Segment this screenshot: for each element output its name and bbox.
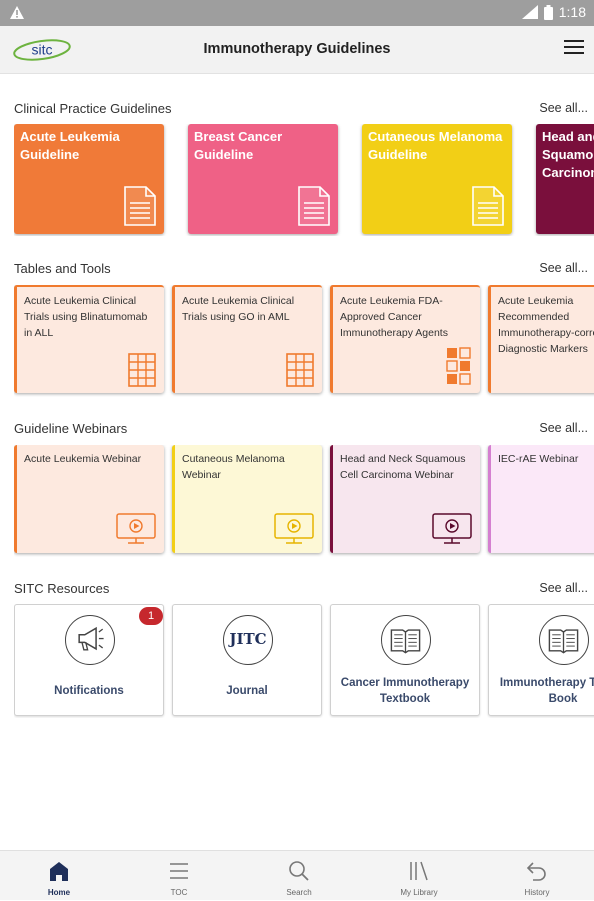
toolkit-book-card[interactable]: Immunotherapy Toolkit Book xyxy=(488,604,594,716)
nav-search[interactable]: Search xyxy=(240,851,358,901)
guideline-card-title: Head and Neck Squamous Cell Carcinoma xyxy=(542,129,594,180)
megaphone-icon xyxy=(65,615,115,665)
see-all-resources-link[interactable]: See all... xyxy=(539,581,588,595)
checklist-icon xyxy=(446,347,471,385)
page-title: Immunotherapy Guidelines xyxy=(203,41,391,57)
webinar-card[interactable]: Head and Neck Squamous Cell Carcinoma We… xyxy=(330,445,480,553)
tool-card[interactable]: Acute Leukemia Recommended Immunotherapy… xyxy=(488,285,594,393)
menu-icon[interactable] xyxy=(564,40,584,58)
tool-card-title: Acute Leukemia Recommended Immunotherapy… xyxy=(498,295,594,355)
textbook-card[interactable]: Cancer Immunotherapy Textbook xyxy=(330,604,480,716)
guideline-card-title: Breast Cancer Guideline xyxy=(194,129,283,162)
document-icon xyxy=(124,186,156,226)
guideline-card[interactable]: Breast Cancer Guideline xyxy=(188,124,338,234)
status-time: 1:18 xyxy=(558,4,586,20)
library-icon xyxy=(410,861,428,881)
video-monitor-icon xyxy=(116,513,156,544)
notification-badge: 1 xyxy=(139,607,163,625)
document-icon xyxy=(298,186,330,226)
tables-tools-row: Acute Leukemia Clinical Trials using Bli… xyxy=(14,285,594,397)
book-icon xyxy=(539,615,589,665)
see-all-tools-link[interactable]: See all... xyxy=(539,261,588,275)
video-monitor-icon xyxy=(274,513,314,544)
see-all-clinical-link[interactable]: See all... xyxy=(539,101,588,115)
signal-icon xyxy=(521,5,538,19)
tool-card[interactable]: Acute Leukemia Clinical Trials using GO … xyxy=(172,285,322,393)
document-icon xyxy=(472,186,504,226)
logo-text: sitc xyxy=(32,42,53,58)
nav-label: Home xyxy=(47,888,71,897)
table-icon xyxy=(286,353,314,387)
book-icon xyxy=(381,615,431,665)
nav-home[interactable]: Home xyxy=(0,851,118,901)
nav-my-library[interactable]: My Library xyxy=(360,851,478,901)
tool-card-title: Acute Leukemia FDA-Approved Cancer Immun… xyxy=(340,295,448,339)
nav-label: My Library xyxy=(400,888,438,897)
tool-card-title: Acute Leukemia Clinical Trials using GO … xyxy=(182,295,295,323)
guideline-card[interactable]: Cutaneous Melanoma Guideline xyxy=(362,124,512,234)
resource-card-label: Immunotherapy Toolkit Book xyxy=(499,677,594,705)
nav-label: History xyxy=(524,888,550,897)
clinical-guidelines-row: Acute Leukemia Guideline Breast Cancer G… xyxy=(14,124,594,236)
toc-icon xyxy=(170,863,188,879)
journal-card[interactable]: JITC Journal xyxy=(172,604,322,716)
nav-label: Search xyxy=(286,888,312,897)
section-title-resources: SITC Resources xyxy=(14,581,110,596)
tool-card[interactable]: Acute Leukemia FDA-Approved Cancer Immun… xyxy=(330,285,480,393)
warning-icon xyxy=(10,6,24,19)
section-title-tools: Tables and Tools xyxy=(14,261,111,276)
jitc-logo: JITC xyxy=(223,615,273,665)
webinar-card-title: Head and Neck Squamous Cell Carcinoma We… xyxy=(340,453,466,481)
app-bar: sitc Immunotherapy Guidelines xyxy=(0,26,594,74)
guideline-card[interactable]: Acute Leukemia Guideline xyxy=(14,124,164,234)
webinars-row: Acute Leukemia Webinar Cutaneous Melanom… xyxy=(14,445,594,557)
section-title-webinars: Guideline Webinars xyxy=(14,421,128,436)
battery-icon xyxy=(543,4,553,20)
webinar-card-title: Cutaneous Melanoma Webinar xyxy=(182,453,285,481)
status-bar: 1:18 xyxy=(0,0,594,26)
nav-label: TOC xyxy=(170,888,188,897)
resources-row: 1 Notifications JITC Journal Cancer Immu… xyxy=(14,604,594,718)
search-icon xyxy=(289,861,309,881)
resource-card-label: Journal xyxy=(226,685,268,697)
nav-history[interactable]: History xyxy=(478,851,594,901)
webinar-card[interactable]: IEC-rAE Webinar xyxy=(488,445,594,553)
webinar-card[interactable]: Acute Leukemia Webinar xyxy=(14,445,164,553)
nav-toc[interactable]: TOC xyxy=(120,851,238,901)
webinar-card-title: Acute Leukemia Webinar xyxy=(24,453,142,465)
home-icon xyxy=(50,862,68,881)
resource-card-label: Notifications xyxy=(54,685,124,697)
bottom-nav: Home TOC Search My Library History xyxy=(0,850,594,900)
sitc-logo[interactable]: sitc xyxy=(12,36,72,64)
resource-card-label: Cancer Immunotherapy Textbook xyxy=(340,677,470,705)
jitc-logo-text: JITC xyxy=(229,630,267,648)
history-icon xyxy=(526,862,546,881)
webinar-card-title: IEC-rAE Webinar xyxy=(498,453,579,465)
guideline-card-title: Cutaneous Melanoma Guideline xyxy=(368,129,503,162)
table-icon xyxy=(128,353,156,387)
section-title-clinical: Clinical Practice Guidelines xyxy=(14,101,172,116)
notifications-card[interactable]: 1 Notifications xyxy=(14,604,164,716)
webinar-card[interactable]: Cutaneous Melanoma Webinar xyxy=(172,445,322,553)
tool-card-title: Acute Leukemia Clinical Trials using Bli… xyxy=(24,295,148,339)
see-all-webinars-link[interactable]: See all... xyxy=(539,421,588,435)
guideline-card[interactable]: Head and Neck Squamous Cell Carcinoma xyxy=(536,124,594,234)
guideline-card-title: Acute Leukemia Guideline xyxy=(20,129,120,162)
video-monitor-icon xyxy=(432,513,472,544)
tool-card[interactable]: Acute Leukemia Clinical Trials using Bli… xyxy=(14,285,164,393)
